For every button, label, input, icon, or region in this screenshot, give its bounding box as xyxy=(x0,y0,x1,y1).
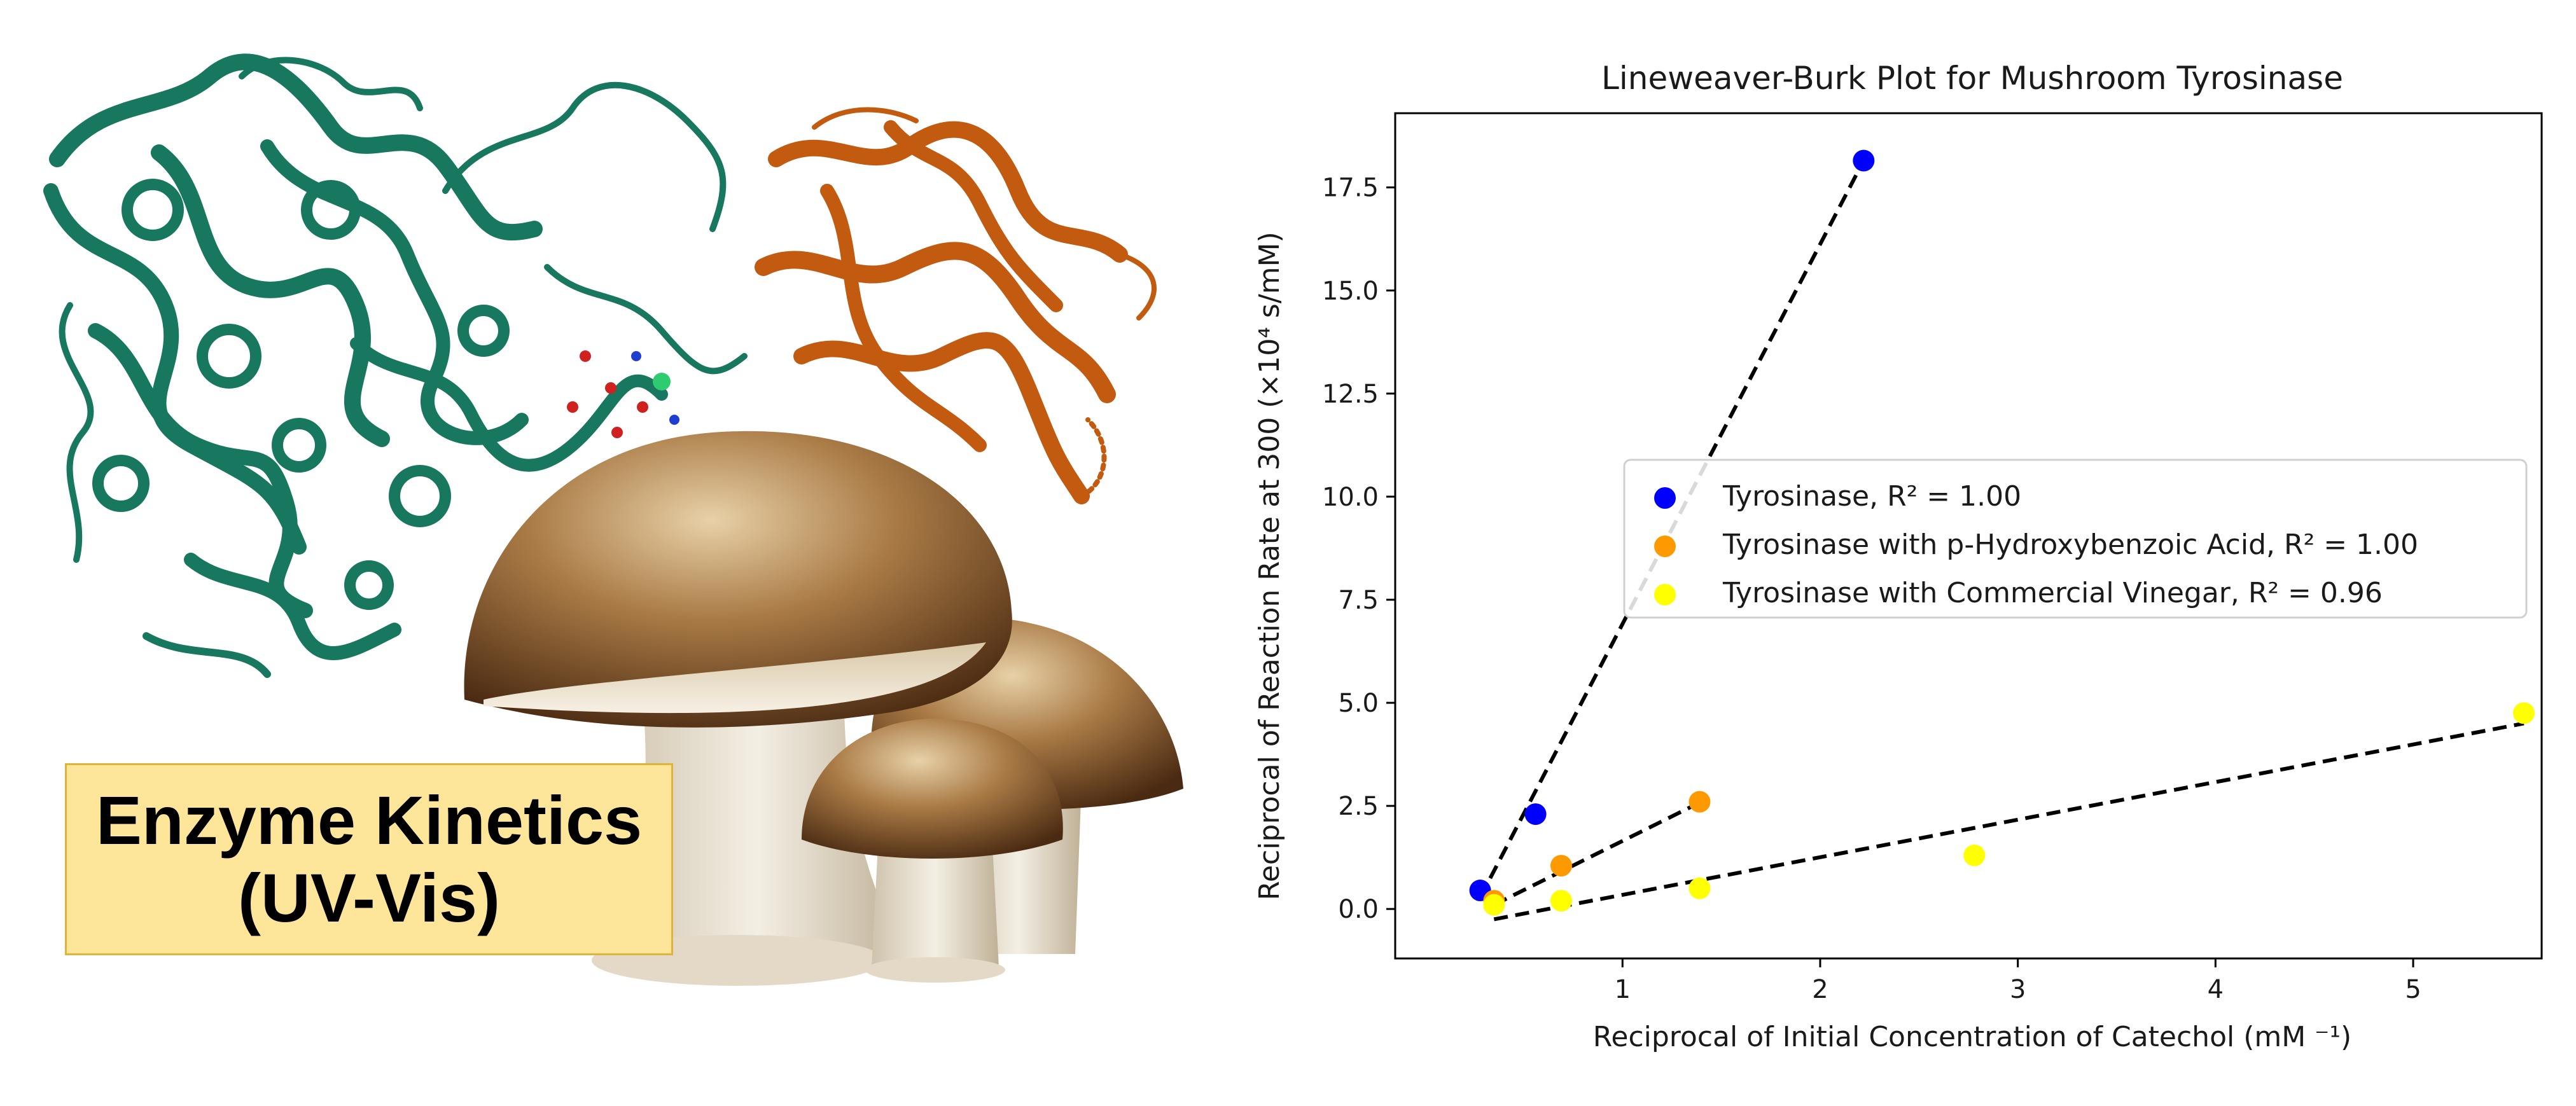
legend-label-series-3: Tyrosinase with Commercial Vinegar, R² =… xyxy=(1722,577,2383,609)
lineweaver-burk-chart: Lineweaver-Burk Plot for Mushroom Tyrosi… xyxy=(1253,60,2543,1053)
data-point-series-2 xyxy=(1550,855,1572,877)
y-tick-label: 12.5 xyxy=(1322,380,1379,409)
y-tick-label: 5.0 xyxy=(1338,689,1379,718)
data-point-series-2 xyxy=(1688,791,1711,813)
plot-frame xyxy=(1394,112,2543,960)
x-tick-label: 5 xyxy=(2405,975,2421,1004)
data-point-series-1 xyxy=(1524,803,1547,826)
y-tick-label: 2.5 xyxy=(1338,792,1379,821)
ligand-atoms xyxy=(567,350,679,438)
x-tick-label: 1 xyxy=(1615,975,1631,1004)
protein-structure-green xyxy=(43,53,748,678)
data-point-series-1 xyxy=(1853,149,1875,172)
legend-marker-series-1 xyxy=(1654,487,1676,509)
y-tick-label: 0.0 xyxy=(1338,895,1379,924)
x-tick-label: 3 xyxy=(2010,975,2026,1004)
legend-marker-series-3 xyxy=(1654,584,1676,605)
x-axis-label: Reciprocal of Initial Concentration of C… xyxy=(1593,1021,2351,1053)
legend-marker-series-2 xyxy=(1654,536,1676,557)
y-tick-label: 10.0 xyxy=(1322,483,1379,512)
x-tick-label: 2 xyxy=(1812,975,1828,1004)
legend-box xyxy=(1623,459,2528,619)
data-point-series-3 xyxy=(1688,877,1711,899)
chart-title: Lineweaver-Burk Plot for Mushroom Tyrosi… xyxy=(1601,60,2343,97)
legend-label-series-1: Tyrosinase, R² = 1.00 xyxy=(1722,480,2021,513)
y-tick-label: 15.0 xyxy=(1322,277,1379,306)
illustration xyxy=(43,53,1183,986)
x-tick-label: 4 xyxy=(2208,975,2224,1004)
banner-line-2: (UV-Vis) xyxy=(237,859,501,936)
y-tick-label: 17.5 xyxy=(1322,174,1379,203)
fit-line-series-2 xyxy=(1493,801,1701,907)
fit-line-series-3 xyxy=(1493,721,2524,922)
data-point-series-3 xyxy=(1483,894,1505,916)
data-point-series-3 xyxy=(1550,890,1572,912)
chart-legend: Tyrosinase, R² = 1.00 Tyrosinase with p-H… xyxy=(1623,459,2528,619)
y-axis-label: Reciprocal of Reaction Rate at 300 (×10⁴… xyxy=(1253,232,1286,900)
legend-label-series-2: Tyrosinase with p-Hydroxybenzoic Acid, R… xyxy=(1722,529,2418,561)
data-point-series-3 xyxy=(2513,702,2535,724)
banner-line-1: Enzyme Kinetics xyxy=(95,782,643,859)
mushroom-group xyxy=(464,431,1183,986)
data-point-series-3 xyxy=(1963,844,1986,866)
title-banner: Enzyme Kinetics (UV-Vis) xyxy=(65,763,673,955)
y-tick-label: 7.5 xyxy=(1338,586,1379,615)
protein-structure-orange xyxy=(755,107,1157,504)
